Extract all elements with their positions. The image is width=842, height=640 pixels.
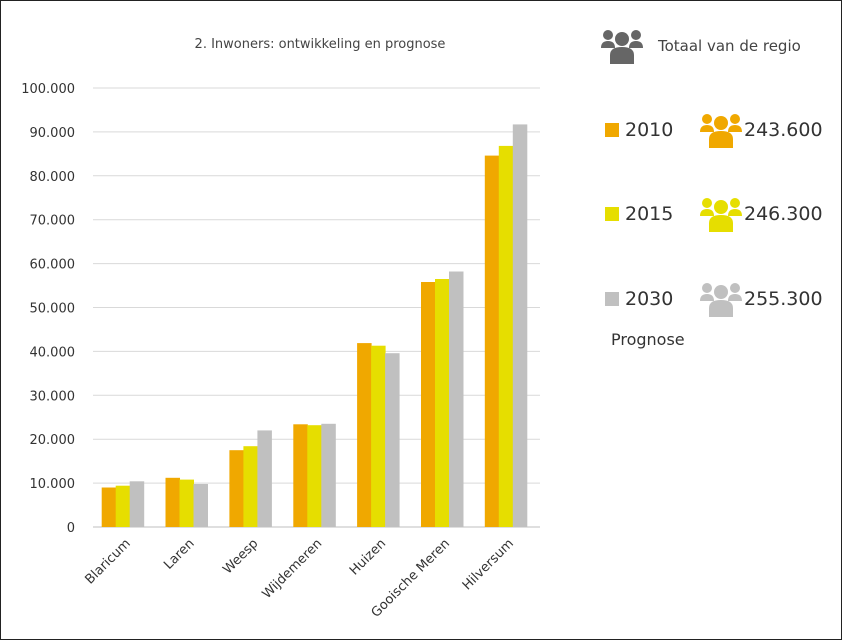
bar-2030 — [257, 430, 272, 527]
y-tick-label: 60.000 — [30, 258, 76, 273]
x-category-label: Laren — [161, 536, 197, 572]
people-group-icon — [700, 114, 742, 148]
bar-2010 — [484, 155, 500, 527]
y-tick-label: 20.000 — [30, 433, 76, 448]
x-category-label: Huizen — [347, 536, 389, 578]
bar-2030 — [512, 124, 528, 528]
region-total-header: Totaal van de regio — [600, 26, 801, 66]
bar-2010 — [101, 487, 117, 527]
bar-2030 — [129, 481, 145, 527]
bar-2015 — [435, 279, 450, 527]
y-tick-label: 90.000 — [30, 126, 76, 141]
y-tick-label: 10.000 — [30, 477, 76, 492]
bars — [101, 124, 528, 528]
y-tick-label: 50.000 — [30, 302, 76, 317]
region-total-title: Totaal van de regio — [658, 37, 801, 55]
bar-2015 — [243, 446, 258, 527]
bar-2010 — [229, 450, 244, 527]
bar-2015 — [307, 425, 322, 527]
x-category-label: Wijdemeren — [260, 536, 326, 602]
x-category-label: Blaricum — [82, 536, 133, 587]
bar-2015 — [371, 345, 386, 527]
bar-2030 — [321, 423, 336, 527]
legend-entry-2010: 2010 243.600 — [605, 110, 823, 150]
legend-entry-2030: 2030 255.300 — [605, 279, 823, 319]
legend-year: 2030 — [625, 288, 674, 310]
bar-2015 — [115, 485, 131, 527]
bar-2010 — [165, 477, 180, 527]
x-category-label: Hilversum — [460, 536, 517, 593]
people-group-icon — [601, 30, 643, 64]
legend-total: 255.300 — [744, 288, 823, 310]
legend-entry-2015: 2015 246.300 — [605, 194, 823, 234]
bar-2010 — [357, 343, 372, 527]
bar-2010 — [421, 282, 436, 527]
chart-title: 2. Inwoners: ontwikkeling en prognose — [194, 37, 446, 52]
prognose-label: Prognose — [611, 330, 685, 349]
legend-total: 243.600 — [744, 119, 823, 141]
legend-swatch — [605, 207, 619, 221]
legend-total: 246.300 — [744, 203, 823, 225]
x-category-label: Weesp — [220, 536, 261, 577]
bar-2030 — [449, 271, 464, 527]
y-tick-label: 0 — [67, 521, 75, 536]
bar-2015 — [498, 145, 514, 527]
legend-year: 2015 — [625, 203, 674, 225]
legend-swatch — [605, 123, 619, 137]
bar-2010 — [293, 424, 308, 527]
legend-swatch — [605, 292, 619, 306]
bar-2030 — [193, 484, 208, 527]
y-tick-label: 40.000 — [30, 345, 76, 360]
bar-2030 — [385, 353, 400, 527]
y-tick-label: 70.000 — [30, 214, 76, 229]
y-tick-label: 80.000 — [30, 170, 76, 185]
bar-2015 — [179, 479, 194, 527]
people-group-icon — [700, 283, 742, 317]
legend-year: 2010 — [625, 119, 674, 141]
y-tick-label: 100.000 — [21, 82, 75, 97]
people-group-icon — [700, 198, 742, 232]
y-axis-ticks: 0 10.000 20.000 30.000 40.000 50.000 60.000 70.… — [21, 82, 75, 536]
y-tick-label: 30.000 — [30, 389, 76, 404]
